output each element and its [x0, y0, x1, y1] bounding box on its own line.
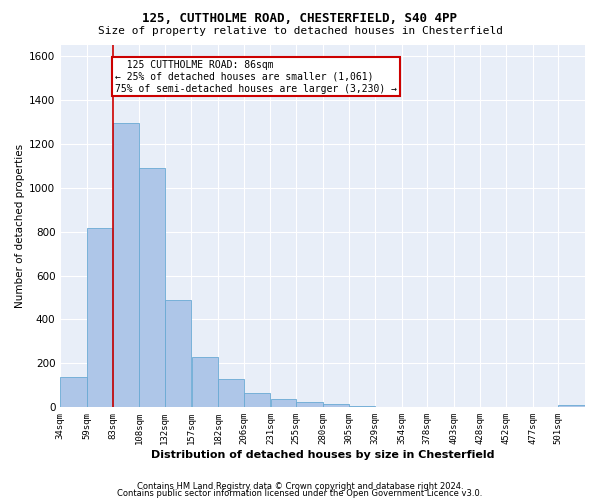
Bar — [61, 376, 87, 408]
Text: Contains HM Land Registry data © Crown copyright and database right 2024.: Contains HM Land Registry data © Crown c… — [137, 482, 463, 491]
Text: 125 CUTTHOLME ROAD: 86sqm  
← 25% of detached houses are smaller (1,061)
75% of : 125 CUTTHOLME ROAD: 86sqm ← 25% of detac… — [115, 60, 397, 94]
Bar — [559, 405, 585, 407]
Text: Size of property relative to detached houses in Chesterfield: Size of property relative to detached ho… — [97, 26, 503, 36]
Text: 125, CUTTHOLME ROAD, CHESTERFIELD, S40 4PP: 125, CUTTHOLME ROAD, CHESTERFIELD, S40 4… — [143, 12, 458, 26]
Bar — [87, 228, 112, 408]
Bar — [323, 404, 349, 407]
Bar — [375, 406, 401, 408]
Text: Contains public sector information licensed under the Open Government Licence v3: Contains public sector information licen… — [118, 490, 482, 498]
Bar — [165, 300, 191, 408]
Bar — [139, 168, 164, 408]
Bar — [191, 357, 218, 408]
Bar — [218, 379, 244, 408]
Bar — [349, 406, 375, 407]
Bar — [296, 402, 323, 407]
Bar — [113, 123, 139, 408]
Bar — [244, 393, 270, 407]
Y-axis label: Number of detached properties: Number of detached properties — [15, 144, 25, 308]
Bar — [271, 399, 296, 407]
X-axis label: Distribution of detached houses by size in Chesterfield: Distribution of detached houses by size … — [151, 450, 494, 460]
